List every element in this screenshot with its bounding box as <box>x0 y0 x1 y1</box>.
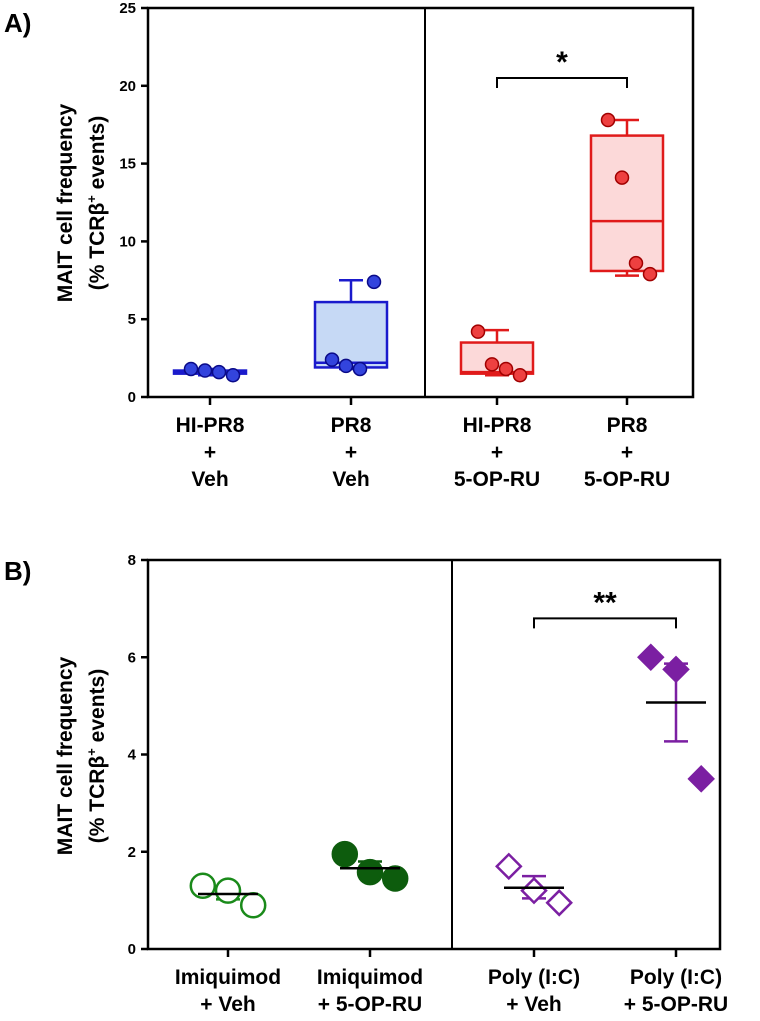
panel-a-category-label: 5-OP-RU <box>584 468 670 491</box>
panel-b-ylabel: MAIT cell frequency (% TCRβ+ events) <box>54 656 109 855</box>
panel-a-ylabel-sup: + <box>84 195 99 203</box>
panel-a-category-label: PR8 <box>607 414 648 437</box>
data-point <box>545 889 573 917</box>
data-point <box>498 361 514 377</box>
panel-b-category-label: + Veh <box>506 993 561 1016</box>
panel-b-label: B) <box>4 556 31 586</box>
data-point <box>687 765 715 793</box>
panel-b-ylabel-suffix: events) <box>86 669 109 748</box>
panel-a-category-label: + <box>491 441 503 464</box>
panel-a-box-group <box>589 112 665 282</box>
panel-b-category-label: + 5-OP-RU <box>624 993 728 1016</box>
panel-a-significance-bracket <box>496 77 628 89</box>
data-point <box>225 367 241 383</box>
data-point <box>324 352 340 367</box>
box <box>589 134 665 273</box>
panel-b-category-label: + Veh <box>200 993 255 1016</box>
panel-a-box-group <box>313 274 389 377</box>
panel-b-significance-stars: ** <box>593 586 617 619</box>
panel-a-category-label: HI-PR8 <box>176 414 245 437</box>
data-point <box>484 357 500 372</box>
data-point <box>600 112 616 128</box>
panel-a-frame <box>146 6 695 399</box>
panel-a-category-label: Veh <box>191 468 228 491</box>
panel-a-ylabel: MAIT cell frequency (% TCRβ+ events) <box>54 103 109 302</box>
panel-b-group <box>495 852 573 917</box>
data-point <box>628 255 644 271</box>
panel-a-ytick-label: 20 <box>119 78 136 95</box>
panel-a-ytick-label: 15 <box>119 156 136 173</box>
data-point <box>495 852 523 881</box>
data-point <box>470 324 486 339</box>
panel-b-plot: 0 2 4 6 8 Imiquimod + Veh Imiquimod + 5-OP-RU Pol… <box>128 552 729 1016</box>
panel-b-ytick-label: 6 <box>128 649 136 666</box>
panel-a-ylabel-line1: MAIT cell frequency <box>54 103 77 302</box>
panel-a-ytick-label: 10 <box>119 233 136 250</box>
panel-b-category-label: Imiquimod <box>175 966 281 989</box>
data-point <box>662 655 690 684</box>
data-point <box>642 266 658 282</box>
panel-b-category-label: Poly (I:C) <box>488 966 580 989</box>
panel-a-category-label: Veh <box>332 468 369 491</box>
panel-b-group <box>331 840 409 892</box>
panel-a-category-label: + <box>204 441 216 464</box>
panel-a-category-label: + <box>621 441 633 464</box>
panel-b-ylabel-sup: + <box>84 748 99 756</box>
data-point <box>189 872 217 900</box>
panel-b-group <box>189 872 267 919</box>
panel-b-group <box>637 643 715 793</box>
data-point <box>366 274 382 290</box>
panel-a-ylabel-line2: (% TCRβ+ events) <box>84 116 109 290</box>
panel-a-box-group <box>459 324 535 383</box>
panel-b-category-label: Imiquimod <box>317 966 423 989</box>
panel-b-ylabel-line2: (% TCRβ+ events) <box>84 669 109 843</box>
data-point <box>356 858 384 886</box>
panel-a-ylabel-suffix: events) <box>86 116 109 195</box>
panel-a-category-label: 5-OP-RU <box>454 468 540 491</box>
data-point <box>338 358 354 374</box>
panel-a-category-label: HI-PR8 <box>463 414 532 437</box>
panel-a-category-label: PR8 <box>331 414 372 437</box>
panel-a-plot: 0 5 10 15 20 25 HI-PR8 + Veh PR8 + Veh HI-PR8 +5-OP-R… <box>119 0 695 491</box>
panel-a-ytick-label: 0 <box>128 389 136 406</box>
data-point <box>352 361 368 377</box>
panel-b-ytick-label: 8 <box>128 552 136 569</box>
panel-a-ylabel-prefix: (% TCRβ <box>86 203 109 291</box>
panel-a-ytick-label: 5 <box>128 311 136 328</box>
panel-b-category-label: + 5-OP-RU <box>318 993 422 1016</box>
panel-b-category-label: Poly (I:C) <box>630 966 722 989</box>
panel-b-ytick-label: 4 <box>128 747 137 764</box>
data-point <box>381 865 409 892</box>
data-point <box>614 170 630 185</box>
panel-b-ytick-label: 2 <box>128 844 136 861</box>
data-point <box>512 367 528 383</box>
panel-b-ylabel-prefix: (% TCRβ <box>86 756 109 844</box>
panel-b-ytick-label: 0 <box>128 941 136 958</box>
panel-a-category-label: + <box>345 441 357 464</box>
data-point <box>239 891 267 919</box>
panel-b-ylabel-line1: MAIT cell frequency <box>54 656 77 855</box>
data-point <box>331 840 359 868</box>
data-point <box>637 643 665 672</box>
data-point <box>214 877 242 904</box>
panel-b-significance-bracket <box>533 617 677 629</box>
panel-a-label: A) <box>4 8 31 38</box>
panel-a-ytick-label: 25 <box>119 0 136 17</box>
panel-a-significance-stars: * <box>556 46 568 79</box>
data-point <box>197 363 213 378</box>
data-point <box>211 364 227 380</box>
panel-a-box-group <box>172 361 248 383</box>
data-point <box>183 361 199 377</box>
